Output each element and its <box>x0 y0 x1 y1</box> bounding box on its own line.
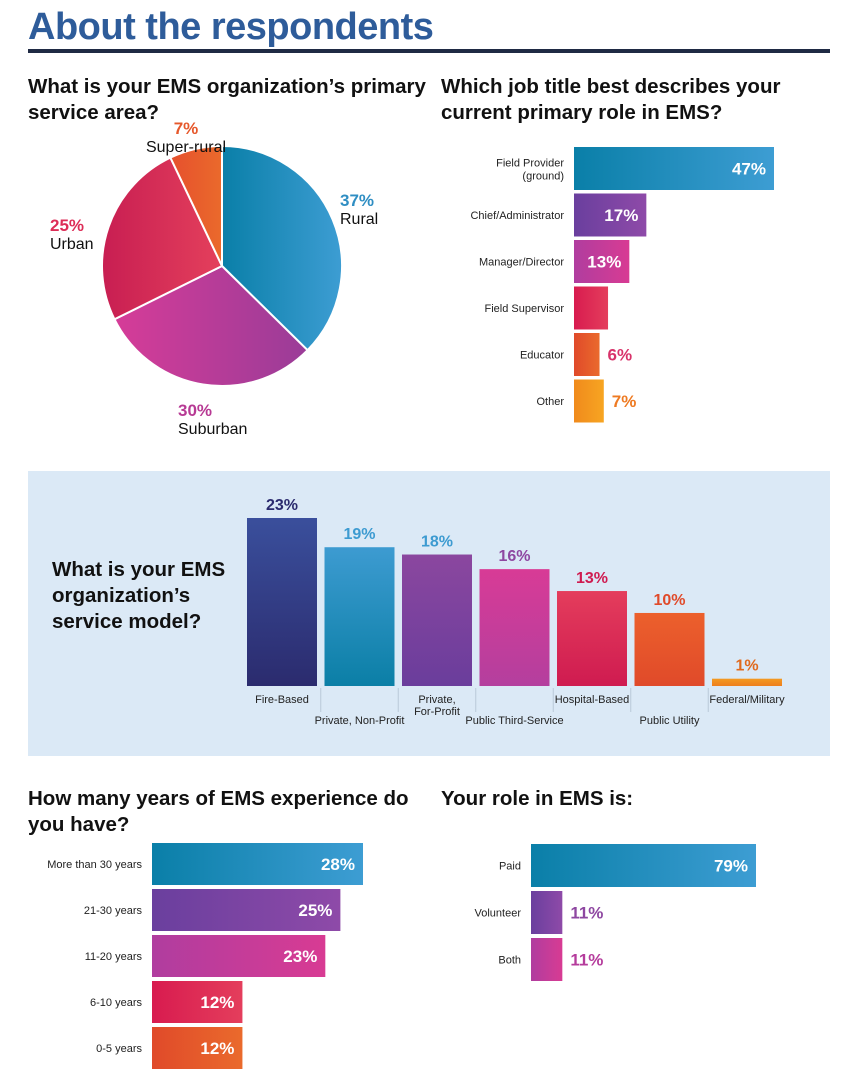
bar-fire-based <box>247 518 317 686</box>
pie-label-rural: Rural <box>340 211 378 228</box>
pie-value-suburban: 30% <box>178 401 212 420</box>
category-label: 21-30 years <box>84 905 143 917</box>
pie-slice-super-rural <box>169 144 223 267</box>
bar-field-supervisor <box>574 286 609 330</box>
bar-value-label: 12% <box>200 1039 234 1058</box>
category-label: For-Profit <box>414 706 460 718</box>
category-label: 0-5 years <box>96 1043 142 1055</box>
category-label: Other <box>536 396 564 408</box>
bar-value-label: 23% <box>283 947 317 966</box>
category-label: 6-10 years <box>90 997 142 1009</box>
pie-label-super-rural: Super-rural <box>146 139 226 156</box>
bar-value-label: 79% <box>714 857 748 876</box>
bar-value-label: 16% <box>498 548 530 565</box>
bar-value-label: 19% <box>343 526 375 543</box>
bar-hospital-based <box>557 591 627 686</box>
bar-public-third-service <box>479 569 550 686</box>
category-label: Private, Non-Profit <box>315 715 405 727</box>
experience-question: How many years of EMS experience do you … <box>28 787 409 836</box>
category-label: 11-20 years <box>85 951 143 963</box>
category-label: Public Third-Service <box>465 715 563 727</box>
page-title: About the respondents <box>28 6 434 48</box>
service-model-question: What is your EMS organization’s service … <box>52 558 226 633</box>
bar-0-5-years <box>152 1027 243 1069</box>
pie-label-urban: Urban <box>50 236 94 253</box>
bar-value-label: 13% <box>587 253 621 272</box>
title-rule <box>28 49 830 53</box>
bar-value-label: 47% <box>732 160 766 179</box>
service-area-pie-chart: 37%Rural 30%Suburban 25%Urban 7%Super-rural <box>50 119 378 438</box>
bar-manager-director <box>574 240 630 283</box>
bar-field-provider-ground <box>574 147 774 190</box>
category-label: Private, <box>418 694 455 706</box>
bar-other <box>574 379 604 423</box>
bar-private-for-profit <box>402 554 472 686</box>
category-label: Volunteer <box>475 908 522 920</box>
category-label: Chief/Administrator <box>470 210 564 222</box>
category-label: Fire-Based <box>255 694 309 706</box>
bar-value-label: 11% <box>570 904 603 923</box>
category-label: Public Utility <box>640 715 700 727</box>
bar-value-label: 7% <box>612 392 637 411</box>
bar-21-30-years <box>152 889 341 931</box>
bar-value-label: 6% <box>608 346 633 365</box>
category-label: Paid <box>499 861 521 873</box>
bar-more-than-30-years <box>152 843 363 885</box>
pie-slice-urban <box>101 156 224 321</box>
bar-value-label: 17% <box>604 206 638 225</box>
bar-chief-administrator <box>574 193 647 237</box>
bar-federal-military <box>712 678 782 686</box>
service-model-bar-chart: 23% Fire-Based 19% Private, Non-Profit 18% Pr… <box>247 497 785 727</box>
bar-paid <box>531 844 756 887</box>
bar-value-label: 8% <box>616 299 641 318</box>
role-question: Your role in EMS is: <box>441 787 634 810</box>
category-label: Federal/Military <box>709 694 785 706</box>
role-bar-chart: Paid 79% Volunteer 11% Both 11% <box>475 844 756 981</box>
category-label: Manager/Director <box>479 257 564 269</box>
bar-6-10-years <box>152 981 243 1023</box>
pie-value-urban: 25% <box>50 216 84 235</box>
bar-value-label: 18% <box>421 534 453 551</box>
bar-value-label: 1% <box>735 658 758 675</box>
bar-value-label: 13% <box>576 570 608 587</box>
bar-value-label: 23% <box>266 497 298 514</box>
category-label: Field Provider <box>496 158 564 170</box>
bar-educator <box>574 333 600 376</box>
bar-private-non-profit <box>324 547 395 686</box>
category-label: Educator <box>520 350 564 362</box>
pie-value-super-rural: 7% <box>174 119 199 138</box>
pie-value-rural: 37% <box>340 191 374 210</box>
category-label: Hospital-Based <box>555 694 630 706</box>
bar-public-utility <box>634 612 705 686</box>
bar-value-label: 12% <box>200 993 234 1012</box>
bar-value-label: 10% <box>653 592 685 609</box>
category-label: (ground) <box>522 171 564 183</box>
category-label: Both <box>498 955 521 967</box>
bar-value-label: 28% <box>321 855 355 874</box>
job-title-question: Which job title best describes your curr… <box>441 75 781 124</box>
bar-value-label: 25% <box>298 901 332 920</box>
bar-value-label: 11% <box>570 951 603 970</box>
category-label: Field Supervisor <box>485 303 565 315</box>
bar-volunteer <box>531 891 563 934</box>
category-label: More than 30 years <box>47 859 142 871</box>
service-area-question: What is your EMS organization’s primary … <box>28 75 426 124</box>
pie-slice-rural <box>221 144 343 352</box>
job-title-bar-chart: Field Provider(ground) 47% Chief/Administr… <box>470 147 774 423</box>
bar-both <box>531 938 563 981</box>
experience-bar-chart: More than 30 years 28% 21-30 years 25% 11-20… <box>47 843 363 1069</box>
pie-label-suburban: Suburban <box>178 421 247 438</box>
bar-11-20-years <box>152 935 326 977</box>
